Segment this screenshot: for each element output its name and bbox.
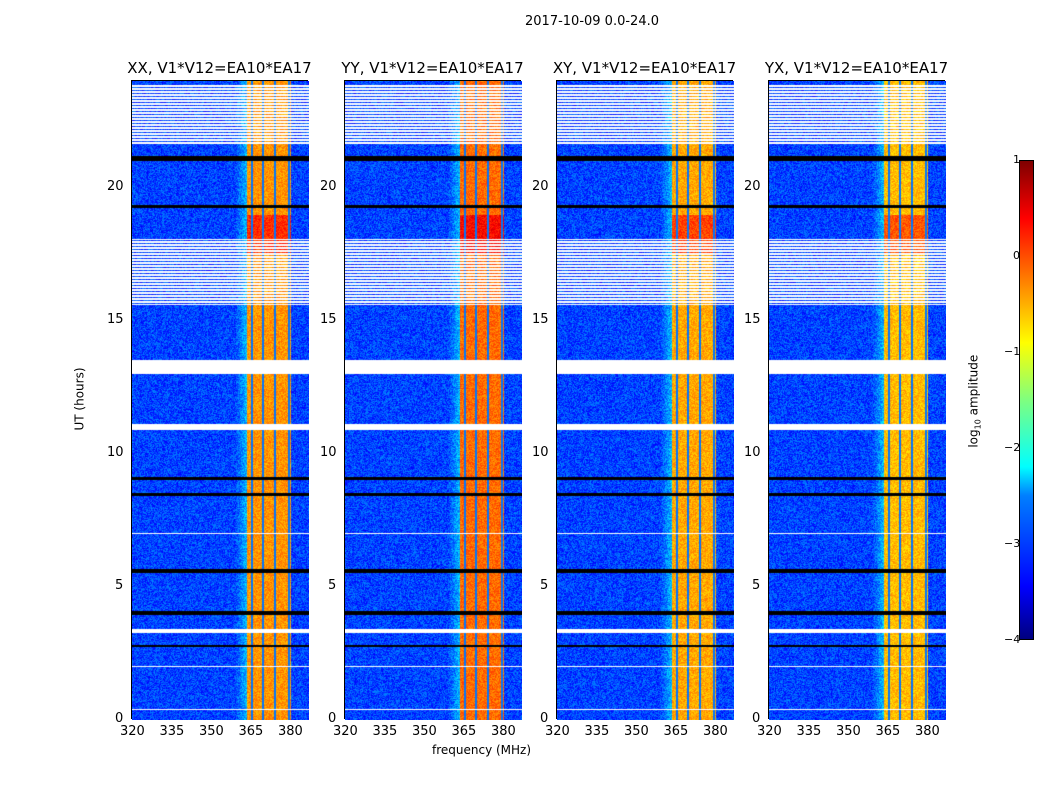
y-tick-label: 0: [115, 711, 124, 726]
x-tick-label: 380: [491, 724, 516, 739]
x-tick-label: 365: [875, 724, 901, 739]
figure-title: 2017-10-09 0.0-24.0: [525, 14, 659, 29]
colorbar-label-log: log: [966, 429, 981, 448]
heatmap-image: [769, 81, 946, 720]
colorbar-tick-label: −1: [1004, 345, 1021, 358]
y-tick-label: 15: [744, 311, 761, 327]
y-tick-label: 10: [532, 444, 549, 460]
colorbar-tick-label: 1: [1013, 153, 1020, 166]
colorbar-tick-label: −2: [1004, 441, 1021, 454]
x-tick-label: 365: [451, 724, 477, 739]
heatmap-image: [132, 81, 309, 720]
y-tick-label: 20: [320, 178, 337, 194]
heatmap-image: [557, 81, 734, 720]
x-tick-label: 350: [412, 724, 437, 739]
y-tick-label: 5: [328, 577, 337, 593]
panel-title: XY, V1*V12=EA10*EA17: [552, 59, 737, 77]
y-tick-label: 10: [320, 444, 337, 460]
y-tick-label: 10: [107, 444, 124, 460]
x-tick-label: 335: [159, 724, 185, 739]
y-tick-label: 5: [752, 577, 761, 593]
x-tick-label: 380: [278, 724, 303, 739]
y-tick-label: 15: [320, 311, 337, 327]
spectrogram-panel: [768, 80, 946, 720]
x-tick-label: 320: [333, 724, 358, 739]
y-tick-label: 20: [744, 178, 761, 194]
panel-title: YY, V1*V12=EA10*EA17: [341, 59, 524, 77]
x-tick-label: 320: [120, 724, 145, 739]
x-axis-label: frequency (MHz): [432, 743, 532, 757]
x-tick-label: 380: [915, 724, 940, 739]
x-tick-label: 335: [796, 724, 822, 739]
spectrogram-panel: [556, 80, 734, 720]
colorbar-label: log10 amplitude: [966, 355, 982, 448]
y-tick-label: 15: [532, 311, 549, 327]
heatmap-image: [345, 81, 522, 720]
colorbar-tick-label: −4: [1004, 633, 1021, 646]
spectrogram-panel: [344, 80, 522, 720]
spectrogram-panel: [131, 80, 309, 720]
x-tick-label: 320: [545, 724, 570, 739]
x-tick-label: 335: [372, 724, 398, 739]
y-tick-label: 0: [540, 711, 549, 726]
y-tick-label: 15: [107, 311, 124, 327]
y-axis-label: UT (hours): [72, 367, 87, 431]
y-tick-label: 5: [115, 577, 124, 593]
y-tick-label: 20: [532, 178, 549, 194]
y-tick-label: 10: [744, 444, 761, 460]
y-tick-label: 20: [107, 178, 124, 194]
colorbar-label-sub: 10: [973, 419, 983, 430]
colorbar-label-rest: amplitude: [966, 354, 981, 420]
colorbar: [1019, 160, 1034, 640]
y-tick-label: 5: [540, 577, 549, 593]
colorbar-tick-label: −3: [1004, 537, 1021, 550]
x-tick-label: 380: [703, 724, 728, 739]
x-tick-label: 335: [584, 724, 610, 739]
panel-title: YX, V1*V12=EA10*EA17: [764, 59, 949, 77]
x-tick-label: 365: [238, 724, 264, 739]
x-tick-label: 365: [663, 724, 689, 739]
x-tick-label: 320: [757, 724, 782, 739]
x-tick-label: 350: [836, 724, 861, 739]
y-tick-label: 0: [752, 711, 761, 726]
colorbar-tick-label: 0: [1013, 249, 1020, 262]
panel-title: XX, V1*V12=EA10*EA17: [127, 59, 312, 77]
x-tick-label: 350: [199, 724, 224, 739]
x-tick-label: 350: [624, 724, 649, 739]
y-tick-label: 0: [328, 711, 337, 726]
